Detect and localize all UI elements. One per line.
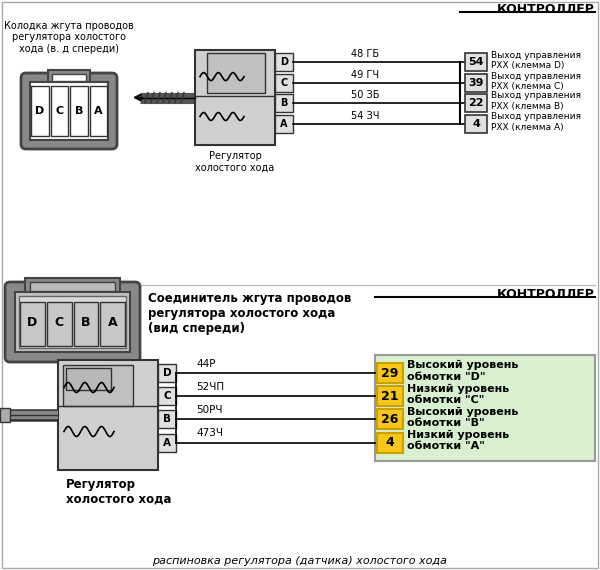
Text: распиновка регулятора (датчика) холостого хода: распиновка регулятора (датчика) холостог… xyxy=(152,556,448,566)
Text: C: C xyxy=(55,316,64,328)
Bar xyxy=(275,115,293,133)
Text: C: C xyxy=(55,106,64,116)
Text: B: B xyxy=(280,98,287,108)
Text: Высокий уровень
обмотки "D": Высокий уровень обмотки "D" xyxy=(407,360,518,382)
Text: Низкий уровень
обмотки "С": Низкий уровень обмотки "С" xyxy=(407,384,509,405)
Bar xyxy=(465,94,487,112)
Text: B: B xyxy=(81,316,91,328)
Bar xyxy=(47,302,71,346)
FancyBboxPatch shape xyxy=(5,282,140,362)
Text: 50РЧ: 50РЧ xyxy=(196,405,223,416)
Bar xyxy=(158,434,176,451)
Bar xyxy=(89,86,107,136)
Text: 54 ЗЧ: 54 ЗЧ xyxy=(352,111,380,121)
Text: 49 ГЧ: 49 ГЧ xyxy=(352,70,380,80)
Text: C: C xyxy=(163,391,171,401)
Text: A: A xyxy=(280,119,288,129)
FancyBboxPatch shape xyxy=(21,73,117,149)
Bar xyxy=(0,408,10,422)
Bar xyxy=(377,433,403,453)
Bar xyxy=(377,409,403,429)
Text: 4: 4 xyxy=(472,119,480,129)
Bar xyxy=(66,368,111,390)
Text: Соединитель жгута проводов
регулятора холостого хода
(вид спереди): Соединитель жгута проводов регулятора хо… xyxy=(148,292,351,335)
Text: Высокий уровень
обмотки "В": Высокий уровень обмотки "В" xyxy=(407,406,518,428)
Bar xyxy=(195,50,275,145)
Bar xyxy=(30,82,108,140)
Bar xyxy=(465,115,487,133)
Bar xyxy=(70,86,88,136)
Text: 50 ЗБ: 50 ЗБ xyxy=(352,90,380,100)
Text: Колодка жгута проводов
регулятора холостого
хода (в. д спереди): Колодка жгута проводов регулятора холост… xyxy=(4,21,134,54)
Bar xyxy=(375,355,595,461)
Bar xyxy=(275,94,293,112)
Text: КОНТРОЛЛЕР: КОНТРОЛЛЕР xyxy=(497,3,595,16)
Text: 29: 29 xyxy=(382,367,398,380)
Bar xyxy=(158,387,176,405)
Text: Регулятор
холостого хода: Регулятор холостого хода xyxy=(66,478,172,506)
Text: 52ЧП: 52ЧП xyxy=(196,382,224,392)
Text: Низкий уровень
обмотки "А": Низкий уровень обмотки "А" xyxy=(407,430,509,451)
Bar xyxy=(52,74,86,81)
Bar xyxy=(158,364,176,382)
Text: 44Р: 44Р xyxy=(196,359,215,369)
Text: 39: 39 xyxy=(468,78,484,88)
Text: Выход управления
РХХ (клемма В): Выход управления РХХ (клемма В) xyxy=(491,92,581,111)
Text: 26: 26 xyxy=(382,413,398,426)
Text: 21: 21 xyxy=(381,390,399,403)
Text: Регулятор
холостого хода: Регулятор холостого хода xyxy=(196,151,275,173)
Bar xyxy=(207,53,265,92)
Text: 22: 22 xyxy=(468,98,484,108)
Bar xyxy=(100,302,125,346)
Text: 54: 54 xyxy=(468,58,484,67)
Bar xyxy=(275,74,293,92)
Bar xyxy=(20,302,45,346)
Bar xyxy=(19,296,126,348)
Text: C: C xyxy=(280,78,287,88)
Text: Выход управления
РХХ (клемма С): Выход управления РХХ (клемма С) xyxy=(491,72,581,91)
Bar xyxy=(158,410,176,429)
Text: КОНТРОЛЛЕР: КОНТРОЛЛЕР xyxy=(497,288,595,301)
Bar xyxy=(63,365,133,406)
Bar xyxy=(48,70,90,82)
Text: D: D xyxy=(35,106,44,116)
Text: B: B xyxy=(163,414,171,425)
Text: D: D xyxy=(27,316,37,328)
Text: A: A xyxy=(94,106,103,116)
Bar xyxy=(30,282,115,291)
Bar xyxy=(58,360,158,470)
Bar xyxy=(377,363,403,383)
Text: 48 ГБ: 48 ГБ xyxy=(352,50,380,59)
Text: Выход управления
РХХ (клемма D): Выход управления РХХ (клемма D) xyxy=(491,51,581,70)
Text: D: D xyxy=(280,58,288,67)
Bar xyxy=(465,54,487,71)
Text: 4: 4 xyxy=(386,436,394,449)
Bar xyxy=(15,292,130,352)
Text: B: B xyxy=(74,106,83,116)
Bar xyxy=(74,302,98,346)
Bar xyxy=(275,54,293,71)
Text: A: A xyxy=(108,316,118,328)
Bar xyxy=(377,386,403,406)
Bar xyxy=(50,86,68,136)
Text: 473Ч: 473Ч xyxy=(196,429,223,438)
Bar xyxy=(25,278,120,292)
Text: D: D xyxy=(163,368,172,378)
Text: Выход управления
РХХ (клемма А): Выход управления РХХ (клемма А) xyxy=(491,112,581,132)
Bar xyxy=(31,86,49,136)
Text: A: A xyxy=(163,438,171,447)
Bar xyxy=(465,74,487,92)
